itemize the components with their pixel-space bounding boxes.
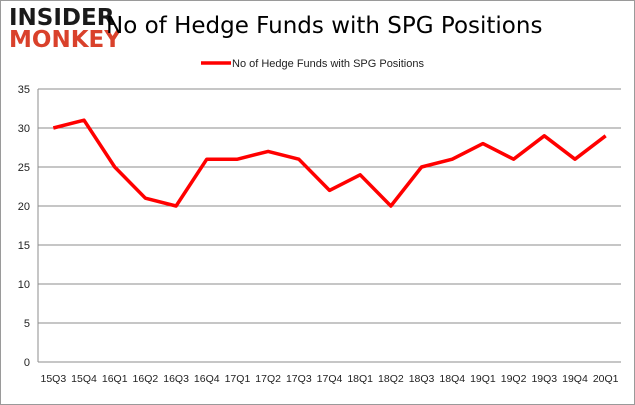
y-tick-label: 10 — [18, 279, 30, 291]
y-tick-label: 5 — [24, 318, 30, 330]
logo-line2: MONKEY — [9, 27, 121, 53]
y-tick-label: 0 — [24, 357, 30, 369]
chart-title: No of Hedge Funds with SPG Positions — [106, 13, 543, 39]
x-tick-label: 18Q1 — [347, 373, 373, 385]
x-tick-label: 18Q4 — [439, 373, 465, 385]
x-tick-label: 19Q3 — [531, 373, 557, 385]
x-tick-label: 16Q4 — [194, 373, 220, 385]
x-tick-label: 19Q1 — [470, 373, 496, 385]
x-tick-label: 16Q3 — [163, 373, 189, 385]
y-tick-label: 20 — [18, 201, 30, 213]
series-line — [52, 118, 607, 208]
x-tick-label: 17Q2 — [255, 373, 281, 385]
legend-label: No of Hedge Funds with SPG Positions — [232, 58, 424, 70]
x-tick-label: 17Q3 — [286, 373, 312, 385]
x-tick-label: 18Q2 — [378, 373, 404, 385]
x-tick-label: 15Q4 — [71, 373, 97, 385]
x-tick-label: 15Q3 — [40, 373, 66, 385]
x-tick-label: 18Q3 — [409, 373, 435, 385]
x-tick-label: 16Q2 — [133, 373, 159, 385]
x-tick-label: 17Q1 — [225, 373, 251, 385]
x-tick-label: 19Q2 — [501, 373, 527, 385]
x-tick-label: 20Q1 — [593, 373, 619, 385]
logo-line1: INSIDER — [9, 5, 115, 31]
x-tick-label: 19Q4 — [562, 373, 588, 385]
y-tick-label: 15 — [18, 240, 30, 252]
x-tick-label: 16Q1 — [102, 373, 128, 385]
y-tick-label: 30 — [18, 123, 30, 135]
insider-monkey-logo: INSIDER MONKEY — [9, 5, 121, 53]
x-tick-label: 17Q4 — [317, 373, 343, 385]
y-tick-label: 35 — [18, 84, 30, 96]
y-tick-label: 25 — [18, 162, 30, 174]
